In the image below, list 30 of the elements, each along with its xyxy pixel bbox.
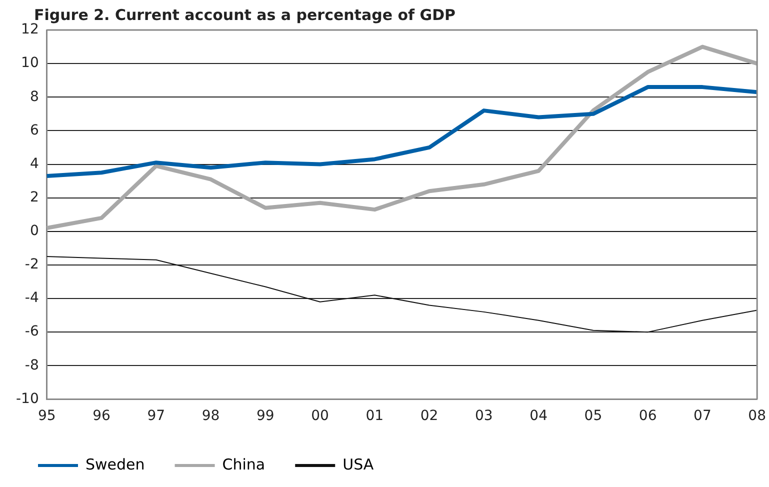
x-tick-label: 05 xyxy=(584,408,602,424)
y-tick-label: 6 xyxy=(30,122,39,138)
x-tick-label: 04 xyxy=(530,408,548,424)
x-tick-label: 99 xyxy=(256,408,274,424)
y-tick-label: 12 xyxy=(21,22,39,38)
x-tick-label: 03 xyxy=(475,408,493,424)
y-tick-label: -8 xyxy=(24,357,39,374)
y-tick-label: 0 xyxy=(30,223,39,240)
x-tick-label: 95 xyxy=(38,408,56,424)
legend-label: Sweden xyxy=(86,455,145,474)
x-tick-label: 02 xyxy=(420,408,438,424)
x-tick-label: 96 xyxy=(92,408,110,424)
x-tick-label: 98 xyxy=(202,408,220,424)
legend-label: USA xyxy=(342,455,374,474)
x-tick-label: 00 xyxy=(311,408,329,424)
x-tick-label: 06 xyxy=(638,408,657,424)
y-tick-label: 2 xyxy=(30,189,39,206)
y-tick-label: 8 xyxy=(30,88,39,105)
legend-label: China xyxy=(222,455,266,474)
y-tick-label: 4 xyxy=(30,156,39,172)
x-tick-label: 01 xyxy=(366,408,384,424)
y-tick-label: 10 xyxy=(21,55,39,72)
x-tick-label: 07 xyxy=(694,408,712,424)
x-tick-label: 08 xyxy=(748,408,766,424)
y-tick-label: -6 xyxy=(24,324,39,340)
y-tick-label: -4 xyxy=(24,290,39,306)
y-tick-label: -2 xyxy=(24,256,39,273)
y-tick-label: -10 xyxy=(16,390,39,407)
x-tick-label: 97 xyxy=(147,408,166,424)
chart-title: Figure 2. Current account as a percentage of GDP xyxy=(34,6,456,24)
